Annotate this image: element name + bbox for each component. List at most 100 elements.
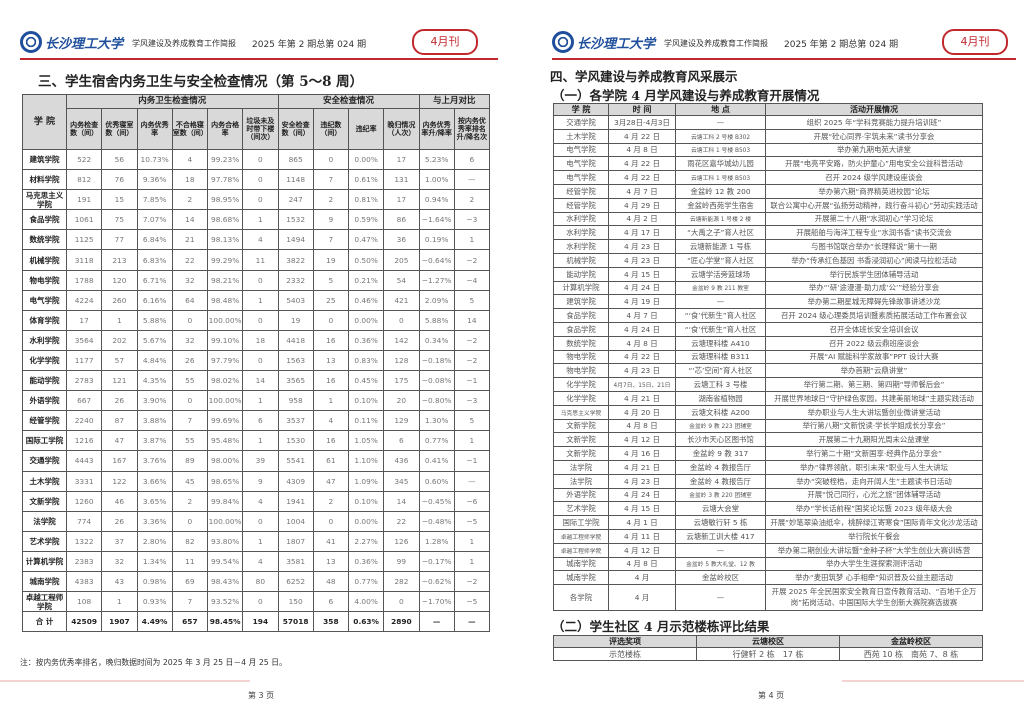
college-name: 土木学院 bbox=[22, 470, 67, 492]
cell-value: −1 bbox=[453, 370, 491, 392]
column-header: 优秀寝室数（间） bbox=[101, 108, 138, 150]
cell-value: −4 bbox=[453, 269, 491, 291]
location-cell: 云塘敏行轩 5 栋 bbox=[675, 515, 766, 530]
college-name: 卓越工程师学院 bbox=[22, 591, 67, 613]
college-cell: 卓越工程师学院 bbox=[553, 528, 609, 544]
cell-value: −6 bbox=[453, 490, 491, 512]
cell-value: 958 bbox=[277, 390, 314, 412]
table-row: 国际工学院 1216 47 3.87% 55 95.48% 1 1530 16 1.05% 6 0.7… bbox=[22, 430, 491, 452]
total-value: 194 bbox=[242, 611, 279, 633]
activity-cell: 举办职业与人生大讲坛暨创业微讲堂活动 bbox=[765, 404, 983, 420]
date-cell: 4 月 22 日 bbox=[608, 156, 676, 172]
location-cell: 金盆岭校区 bbox=[675, 570, 766, 586]
cell-value: 436 bbox=[383, 450, 420, 472]
college-cell: 国际工学院 bbox=[553, 515, 609, 530]
college-name: 经管学院 bbox=[22, 410, 67, 432]
location-cell: 湖南省植物园 bbox=[675, 390, 766, 406]
cell-value: −0.45% bbox=[418, 490, 455, 512]
activity-cell: 召开 2022 级云鼎班座谈会 bbox=[765, 335, 983, 351]
cell-value: 0.50% bbox=[347, 249, 385, 271]
date-cell: 4 月 7 日 bbox=[608, 308, 676, 323]
college-name: 食品学院 bbox=[22, 209, 67, 231]
cell-value: 1 bbox=[453, 530, 491, 552]
location-cell: “匠心学堂”育人社区 bbox=[675, 252, 766, 268]
date-cell: 4 月 24 日 bbox=[608, 321, 676, 337]
cell-value: 2 bbox=[171, 490, 209, 512]
cell-value: 345 bbox=[383, 470, 420, 492]
table-row: 城南学院 4383 43 0.98% 69 98.43% 80 6252 48 0.77% 282−… bbox=[22, 570, 491, 593]
cell-value: 98.95% bbox=[206, 189, 244, 211]
column-header: 活动开展情况 bbox=[765, 103, 983, 116]
bulletin-name: 学风建设及养成教育工作简报 bbox=[664, 39, 768, 48]
column-header: 晚归情况（人次） bbox=[383, 108, 420, 150]
table-row: 能动学院 4 月 15 日云塘学活旁篮球场 举行民族学生团体辅导活动 bbox=[553, 266, 983, 282]
activity-cell: 举行第八期“文新悦读·学长学姐成长分享会” bbox=[765, 418, 983, 434]
activity-cell: 举行第二十期“文新国享·经典作品分享会” bbox=[765, 446, 983, 461]
activity-cell: 举办第二期创业大讲坛暨“金种子杯”大学生创业大赛训练营 bbox=[765, 542, 983, 558]
table-row: 建筑学院 4 月 19 日 — 举办第二期星城无障碍先锋故事讲述沙龙 bbox=[553, 294, 983, 310]
cell-value: 4 bbox=[242, 490, 279, 512]
column-header: 内务检查数（间） bbox=[65, 108, 103, 150]
cell-value: 54 bbox=[383, 269, 420, 291]
location-cell: 云塘文科楼 A200 bbox=[675, 404, 766, 420]
table-row: 卓越工程师学院 4 月 11 日云塘新工训大楼 417 举行院长午餐会 bbox=[553, 528, 983, 544]
table-row: 物电学院 1788 120 6.71% 32 98.21% 0 2332 5 0.21% 54 −1.… bbox=[22, 269, 491, 291]
cell-value: 56 bbox=[101, 148, 138, 171]
cell-value: 5.23% bbox=[418, 148, 455, 171]
date-cell: 4 月 2 日 bbox=[608, 211, 676, 227]
cell-value: 1 bbox=[242, 289, 279, 311]
cell-value: 1260 bbox=[65, 490, 103, 512]
cell-value: 865 bbox=[277, 148, 314, 171]
cell-value: 99.23% bbox=[206, 148, 244, 171]
total-value: 1907 bbox=[101, 611, 138, 633]
table-row: 水利学院 4 月 17 日 “大禹之子”育人社区 开展船舶与海洋工程专业“水润书香”读… bbox=[553, 225, 983, 241]
cell-value: 9.36% bbox=[136, 169, 173, 191]
total-value: 4.49% bbox=[136, 611, 173, 633]
cell-value: 47 bbox=[101, 430, 138, 452]
cell-value: 4.35% bbox=[136, 370, 173, 392]
table-row: 食品学院 1061 75 7.07% 14 98.68% 1 1532 9 0.59% 86 −1.6… bbox=[22, 209, 491, 231]
cell-value: 129 bbox=[383, 410, 420, 432]
cell-value: 1494 bbox=[277, 229, 314, 251]
dorm-inspection-table: 学 院 内务卫生检查情况 安全检查情况 与上月对比 内务检查数（间） 优秀寝室数（… bbox=[22, 94, 491, 633]
award-cell: 示范楼栋 bbox=[553, 647, 697, 661]
college-cell: 各学院 bbox=[553, 584, 609, 612]
cell-value: 3581 bbox=[277, 550, 314, 572]
college-cell: 马克思主义学院 bbox=[553, 404, 609, 420]
cell-value: 14 bbox=[453, 309, 491, 331]
cell-value: 142 bbox=[383, 329, 420, 351]
cell-value: 36 bbox=[383, 229, 420, 251]
column-header: 时 间 bbox=[608, 103, 676, 116]
cell-value: 14 bbox=[242, 370, 279, 392]
column-header: 不合格寝室数（间） bbox=[171, 108, 209, 150]
cell-value: 47 bbox=[312, 470, 350, 492]
total-value: 57018 bbox=[277, 611, 314, 633]
column-header: 垃圾未及时带下楼（间次） bbox=[242, 108, 279, 150]
cell-value: −0.17% bbox=[418, 550, 455, 572]
college-cell: 文新学院 bbox=[553, 446, 609, 461]
location-cell: 云塘工科 2 号楼 B302 bbox=[675, 128, 766, 144]
page-number: 第 3 页 bbox=[248, 691, 275, 700]
college-name: 文新学院 bbox=[22, 490, 67, 512]
cell-value: 3.65% bbox=[136, 490, 173, 512]
footer-divider bbox=[0, 680, 250, 682]
cell-value: 0 bbox=[242, 189, 279, 211]
cell-value: 522 bbox=[65, 148, 103, 171]
college-cell: 物电学院 bbox=[553, 349, 609, 365]
table-row: 经管学院 4 月 7 日金盆岭 12 教 200 举办第六期“商界精英进校园”论坛 bbox=[553, 183, 983, 199]
cell-value: 4309 bbox=[277, 470, 314, 492]
date-cell: 4 月 8 日 bbox=[608, 142, 676, 158]
college-name: 机械学院 bbox=[22, 249, 67, 271]
activity-cell: 举行民族学生团体辅导活动 bbox=[765, 266, 983, 282]
college-cell: 卓越工程师学院 bbox=[553, 542, 609, 558]
location-cell: — bbox=[675, 542, 766, 558]
activity-cell: 举办第九期电苑大讲堂 bbox=[765, 142, 983, 158]
cell-value: 0.61% bbox=[347, 169, 385, 191]
location-cell: “‘芯’空间”育人社区 bbox=[675, 363, 766, 379]
college-cell: 食品学院 bbox=[553, 308, 609, 323]
cell-value: 6 bbox=[242, 410, 279, 432]
cell-value: 32 bbox=[171, 269, 209, 291]
cell-value: 5 bbox=[312, 269, 350, 291]
college-cell: 经管学院 bbox=[553, 197, 609, 213]
cell-value: 3.88% bbox=[136, 410, 173, 432]
